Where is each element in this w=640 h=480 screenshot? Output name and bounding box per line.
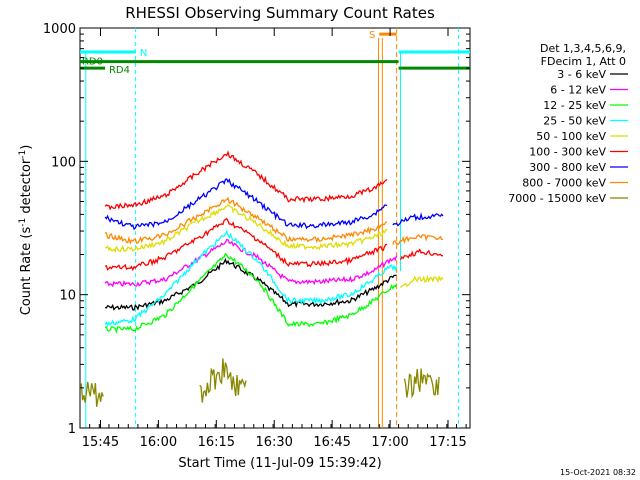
flag-label: N: [140, 48, 147, 59]
axes: 1 10 100 1000 15:45 16:00 16:15 16:30 16:45 17:00…: [43, 22, 470, 450]
y-label-sup2: -1: [18, 150, 28, 159]
series-line: [400, 274, 444, 289]
data-series: [79, 150, 444, 407]
footer-timestamp: 15-Oct-2021 08:32: [560, 468, 636, 477]
legend-label: 3 - 6 keV: [557, 68, 606, 81]
series-line: [392, 212, 444, 227]
legend-label: 12 - 25 keV: [543, 99, 606, 112]
flag-label: RD4: [109, 65, 130, 76]
y-label-sup1: -1: [18, 218, 28, 227]
y-label-part2: detector: [19, 158, 34, 218]
legend-label: 800 - 7000 keV: [522, 177, 606, 190]
series-line: [104, 150, 388, 211]
legend-label: 100 - 300 keV: [529, 146, 606, 159]
series-line: [104, 252, 398, 335]
legend-label: 50 - 100 keV: [536, 130, 606, 143]
x-tick-label: 16:00: [140, 435, 177, 450]
chart-title: RHESSI Observing Summary Count Rates: [125, 4, 435, 22]
series-line: [104, 229, 398, 328]
flag-label: S: [369, 30, 375, 41]
y-tick-label: 1: [68, 422, 76, 437]
plot-area-frame: [79, 27, 471, 429]
noise-trace: [199, 358, 247, 403]
x-tick-label: 17:15: [429, 435, 466, 450]
series-line: [104, 238, 398, 288]
noise-trace: [79, 381, 104, 407]
x-axis-label: Start Time (11-Jul-09 15:39:42): [178, 456, 381, 471]
x-tick-label: 17:00: [371, 435, 408, 450]
legend-header: FDecim 1, Att 0: [541, 55, 626, 68]
series-line: [105, 196, 388, 245]
y-label-part1: Count Rate (s: [19, 227, 34, 316]
series-line: [392, 233, 444, 246]
legend-header: Det 1,3,4,5,6,9,: [540, 42, 626, 55]
series-line: [104, 178, 388, 231]
y-tick-label: 1000: [43, 22, 76, 37]
series-line: [104, 217, 388, 272]
y-tick-label: 10: [59, 289, 76, 304]
series-line: [104, 257, 397, 311]
y-label-part3: ): [19, 145, 34, 150]
legend-label: 6 - 12 keV: [550, 84, 606, 97]
series-line: [104, 204, 388, 253]
legend-label: 300 - 800 keV: [529, 161, 606, 174]
legend-label: 7000 - 15000 keV: [508, 192, 606, 205]
x-tick-label: 16:30: [255, 435, 292, 450]
x-tick-label: 15:45: [82, 435, 119, 450]
series-line: [399, 248, 443, 261]
legend-label: 25 - 50 keV: [543, 115, 606, 128]
y-tick-label: 100: [51, 155, 76, 170]
y-axis-label: Count Rate (s-1 detector-1): [18, 145, 34, 316]
x-tick-label: 16:15: [198, 435, 235, 450]
flag-label: RD0: [82, 57, 103, 68]
legend: Det 1,3,4,5,6,9,FDecim 1, Att 03 - 6 keV…: [508, 42, 628, 205]
x-tick-label: 16:45: [313, 435, 350, 450]
noise-trace: [403, 368, 440, 399]
plot-lines: N RD0 RD4 S: [80, 28, 470, 428]
